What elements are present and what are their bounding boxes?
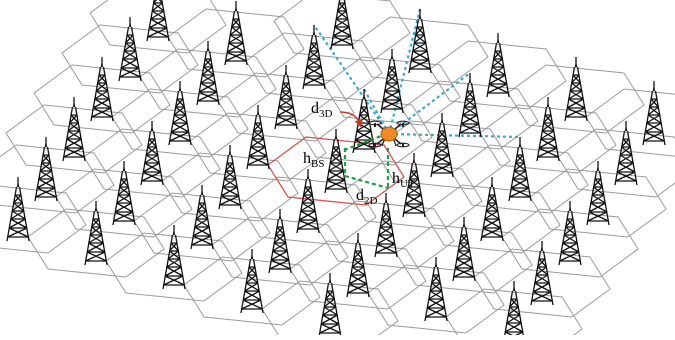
interference-link bbox=[363, 88, 390, 135]
hex-cell bbox=[345, 160, 483, 230]
hex-cell bbox=[83, 128, 221, 198]
hex-cell bbox=[239, 176, 377, 246]
hex-cell bbox=[323, 56, 461, 126]
hex-cell bbox=[217, 72, 355, 142]
d3d-arrow bbox=[339, 111, 363, 128]
hex-cell bbox=[507, 64, 645, 134]
serving-cell-outline bbox=[267, 136, 405, 206]
hex-cell bbox=[161, 152, 299, 222]
hex-cell bbox=[5, 104, 143, 174]
hex-cell bbox=[351, 16, 489, 86]
interference-link bbox=[313, 24, 390, 135]
d3d-link bbox=[343, 133, 385, 152]
base-station-tower-icon bbox=[84, 200, 108, 266]
hex-cell bbox=[105, 232, 243, 302]
hex-cell bbox=[61, 24, 199, 94]
hex-cell bbox=[261, 280, 399, 340]
hex-cell bbox=[423, 184, 561, 254]
hex-cell bbox=[373, 120, 511, 190]
hex-cell bbox=[167, 8, 305, 78]
hex-cell bbox=[0, 185, 87, 254]
base-station-tower-icon bbox=[502, 280, 526, 340]
hex-cell bbox=[429, 40, 567, 110]
hex-cell bbox=[27, 208, 165, 278]
hex-cell bbox=[0, 144, 115, 214]
hex-cell bbox=[289, 240, 427, 310]
hex-cell bbox=[473, 248, 611, 318]
hex-cell bbox=[401, 80, 539, 150]
hex-cell bbox=[139, 48, 277, 118]
hex-cell bbox=[557, 128, 675, 198]
hex-cell bbox=[211, 216, 349, 286]
hex-cell bbox=[245, 32, 383, 102]
base-station-tower-icon bbox=[6, 176, 30, 242]
hex-cell bbox=[501, 208, 639, 278]
base-station-tower-icon bbox=[240, 248, 264, 314]
hex-cell bbox=[529, 168, 667, 238]
hex-cell bbox=[445, 288, 583, 340]
hex-cell bbox=[395, 224, 533, 294]
d2d-ground-line bbox=[344, 174, 389, 190]
hex-cell bbox=[111, 88, 249, 158]
hex-cell bbox=[295, 96, 433, 166]
base-station-tower-icon bbox=[146, 0, 170, 42]
hex-cell bbox=[317, 200, 455, 270]
hex-cell bbox=[367, 264, 505, 334]
hex-cell bbox=[33, 64, 171, 134]
serving-link-geometry bbox=[343, 133, 390, 190]
label-d3d: d3D bbox=[311, 100, 333, 120]
label-hut: hUT bbox=[392, 170, 415, 190]
base-station-tower-icon bbox=[330, 0, 354, 50]
base-station-tower-icon bbox=[162, 224, 186, 290]
drone-icon bbox=[368, 120, 410, 148]
hex-cell bbox=[585, 88, 675, 157]
hex-cell bbox=[183, 256, 321, 326]
interference-link bbox=[388, 72, 471, 135]
hex-cell bbox=[273, 0, 411, 62]
label-d2d: d2D bbox=[356, 187, 378, 207]
hex-cell bbox=[133, 192, 271, 262]
hex-cell bbox=[451, 144, 589, 214]
label-hbs: hBS bbox=[303, 150, 324, 170]
hex-cell bbox=[189, 112, 327, 182]
hex-cell bbox=[479, 104, 617, 174]
interference-links bbox=[313, 8, 521, 139]
hex-cell bbox=[55, 168, 193, 238]
hex-cell bbox=[89, 0, 227, 54]
base-station-tower-icon bbox=[424, 256, 448, 322]
interference-link bbox=[388, 132, 521, 139]
